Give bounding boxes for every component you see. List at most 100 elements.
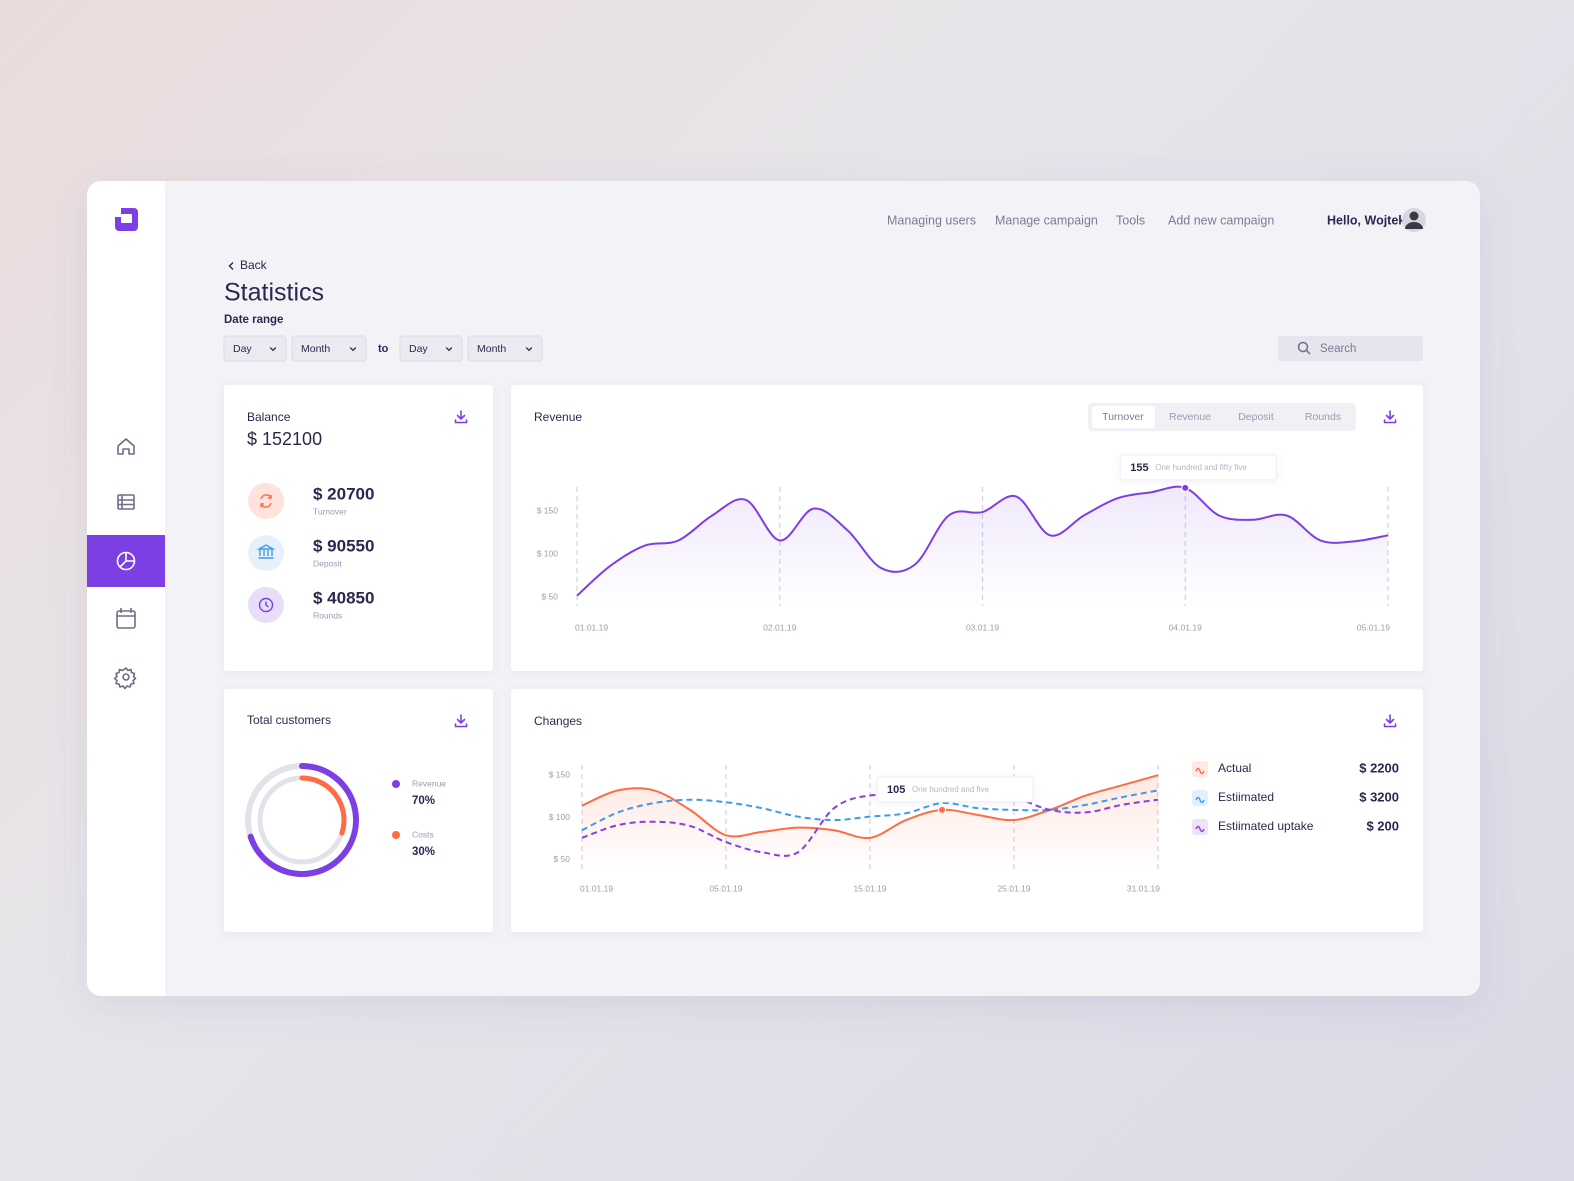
legend-icon (1192, 819, 1208, 835)
line (581, 789, 1159, 832)
deposit-icon (248, 535, 284, 571)
balance-label: Turnover (313, 506, 347, 516)
y-tick-label: $ 50 (541, 592, 558, 602)
calendar-icon[interactable] (116, 608, 136, 629)
tab[interactable]: Revenue (1169, 411, 1211, 423)
tooltip-text: One hundred and five (912, 785, 989, 794)
avatar[interactable] (1402, 208, 1426, 232)
search-placeholder: Search (1320, 343, 1356, 355)
select-value: Month (301, 343, 330, 355)
select[interactable]: Month (291, 335, 367, 362)
value-label: 30% (412, 846, 435, 858)
tooltip (876, 776, 1034, 803)
legend-total: $ 2200 (1359, 760, 1399, 775)
balance-card (224, 385, 493, 671)
range-separator: to (378, 343, 389, 355)
balance-label: Rounds (313, 610, 342, 620)
legend-icon (1192, 761, 1208, 777)
x-tick-label: 31.01.19 (1127, 883, 1160, 893)
select[interactable]: Day (223, 335, 287, 362)
legend-label: Revenue (412, 778, 446, 788)
area (577, 486, 1388, 606)
card-title: Changes (534, 714, 582, 728)
select-value: Day (409, 343, 428, 355)
select[interactable]: Day (399, 335, 463, 362)
list-icon[interactable] (117, 494, 135, 510)
y-tick-label: $ 100 (537, 549, 559, 559)
value-label: 70% (412, 795, 435, 807)
legend-icon (1195, 825, 1205, 833)
greeting: Hello, Wojtek (1327, 213, 1405, 227)
active-tab[interactable] (1092, 406, 1155, 428)
x-tick-label: 01.01.19 (575, 622, 608, 632)
x-tick-label: 03.01.19 (966, 622, 999, 632)
card-title: Total customers (247, 713, 331, 727)
home-icon[interactable] (117, 438, 135, 455)
logo (115, 208, 138, 231)
select[interactable]: Month (467, 335, 543, 362)
balance-total: $ 152100 (247, 429, 322, 449)
legend-dot (392, 831, 400, 839)
page-title: Statistics (224, 279, 324, 307)
donut-arc (299, 775, 347, 836)
search-box[interactable]: Search (1278, 336, 1423, 361)
nav-link[interactable]: Managing users (887, 213, 976, 227)
nav-link[interactable]: Add new campaign (1168, 213, 1274, 227)
settings-icon[interactable] (113, 667, 137, 690)
legend-icon (1195, 796, 1205, 804)
y-tick-label: $ 50 (553, 854, 570, 864)
line (581, 789, 1159, 857)
tab[interactable]: Rounds (1305, 411, 1341, 423)
balance-label: Deposit (313, 558, 342, 568)
tooltip (1119, 454, 1277, 481)
sidebar (87, 181, 165, 996)
back-link[interactable]: Back (240, 258, 268, 272)
changes-card (511, 689, 1423, 932)
highlight-point (938, 805, 946, 814)
legend-icon (1192, 790, 1208, 806)
x-tick-label: 25.01.19 (997, 883, 1030, 893)
x-tick-label: 05.01.19 (1357, 622, 1390, 632)
select-value: Month (477, 343, 506, 355)
x-tick-label: 04.01.19 (1169, 622, 1202, 632)
legend-total: $ 3200 (1359, 789, 1399, 804)
balance-amount: $ 40850 (313, 588, 374, 607)
card-title: Revenue (534, 410, 582, 424)
date-range-label: Date range (224, 314, 283, 326)
legend-total: $ 200 (1366, 818, 1399, 833)
rounds-icon (248, 587, 284, 623)
line (576, 485, 1389, 597)
y-tick-label: $ 150 (549, 769, 571, 779)
select-value: Day (233, 343, 252, 355)
turnover-icon (248, 483, 284, 519)
tooltip-text: One hundred and fifty five (1155, 463, 1247, 472)
x-tick-label: 15.01.19 (853, 883, 886, 893)
y-tick-label: $ 100 (549, 812, 571, 822)
x-tick-label: 02.01.19 (763, 622, 796, 632)
highlight-point (1181, 483, 1190, 492)
legend-label: Costs (412, 829, 434, 839)
tab[interactable]: Deposit (1238, 411, 1274, 423)
nav-link[interactable]: Manage campaign (995, 213, 1098, 227)
nav-link[interactable]: Tools (1116, 213, 1145, 227)
back-icon[interactable] (228, 262, 234, 270)
stats-icon[interactable] (116, 551, 136, 571)
tooltip-value: 155 (1130, 462, 1148, 474)
balance-amount: $ 90550 (313, 536, 374, 555)
card-title: Balance (247, 410, 291, 424)
x-tick-label: 01.01.19 (580, 883, 613, 893)
legend-label: Estiimated uptake (1218, 819, 1314, 833)
legend-label: Actual (1218, 761, 1251, 775)
tooltip-value: 105 (887, 784, 905, 796)
tab[interactable]: Turnover (1102, 411, 1144, 423)
area (582, 775, 1158, 870)
line (581, 774, 1159, 840)
legend-icon (1195, 767, 1205, 775)
donut-arc (247, 763, 359, 877)
balance-amount: $ 20700 (313, 484, 374, 503)
legend-dot (392, 780, 400, 788)
y-tick-label: $ 150 (537, 505, 559, 515)
x-tick-label: 05.01.19 (709, 883, 742, 893)
